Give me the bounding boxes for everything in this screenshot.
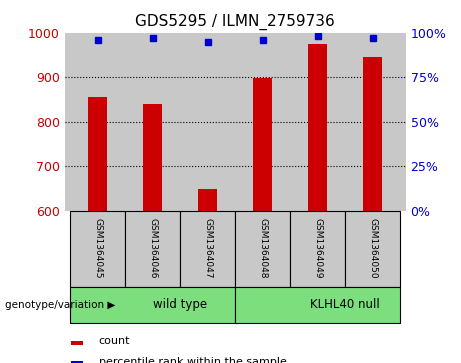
Title: GDS5295 / ILMN_2759736: GDS5295 / ILMN_2759736 (135, 14, 335, 30)
Bar (71, 362, 83, 363)
Text: GSM1364045: GSM1364045 (93, 219, 102, 279)
Bar (235, 211, 290, 287)
Bar (308, 44, 327, 211)
Bar (70, 287, 235, 323)
Bar (143, 104, 162, 211)
Bar (70, 211, 125, 287)
Bar (290, 211, 345, 287)
Text: count: count (99, 336, 130, 346)
Text: percentile rank within the sample: percentile rank within the sample (99, 356, 287, 363)
Text: GSM1364050: GSM1364050 (368, 218, 377, 279)
Bar (235, 287, 400, 323)
Bar (88, 97, 107, 211)
Bar (125, 211, 180, 287)
Text: GSM1364047: GSM1364047 (203, 219, 212, 279)
Bar (180, 211, 235, 287)
Text: KLHL40 null: KLHL40 null (310, 298, 380, 311)
Bar (345, 211, 400, 287)
Bar (363, 57, 382, 211)
Text: GSM1364046: GSM1364046 (148, 219, 157, 279)
Bar (71, 340, 83, 344)
Bar (253, 78, 272, 211)
Text: GSM1364048: GSM1364048 (258, 219, 267, 279)
Text: wild type: wild type (153, 298, 207, 311)
Bar (198, 189, 217, 211)
Text: genotype/variation ▶: genotype/variation ▶ (5, 300, 115, 310)
Text: GSM1364049: GSM1364049 (313, 219, 322, 279)
